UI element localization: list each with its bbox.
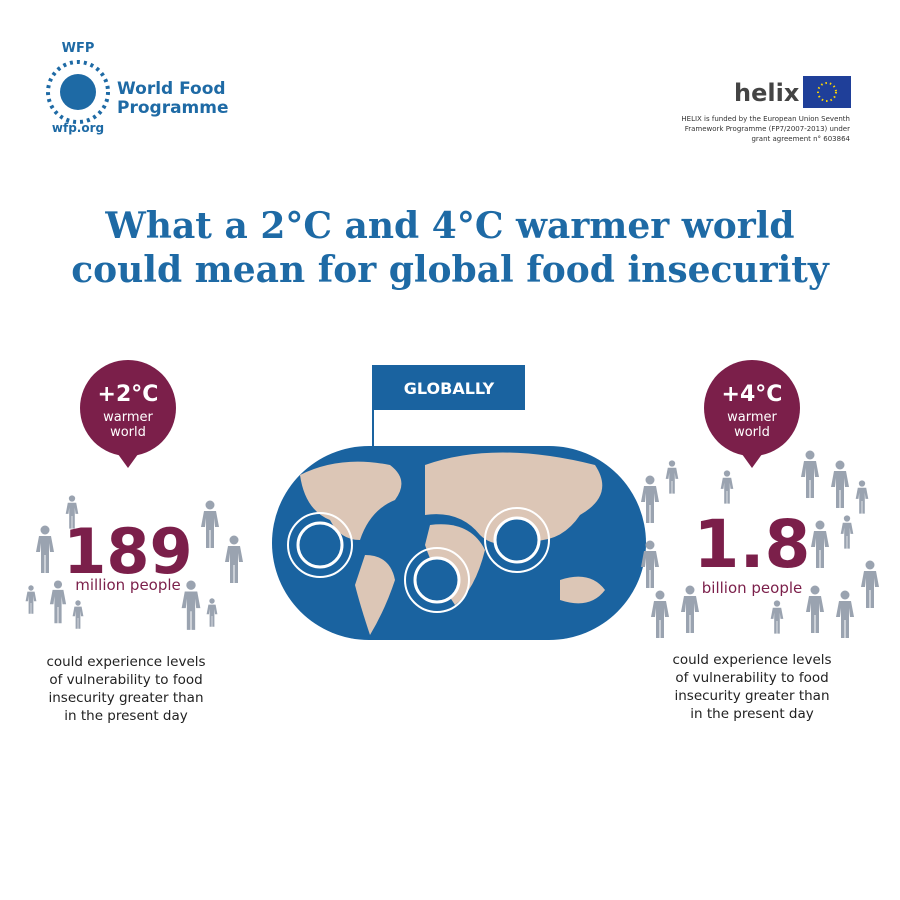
flood-icon (493, 516, 541, 564)
banner-text: GLOBALLY (404, 379, 495, 398)
bubble-tail (115, 450, 141, 468)
bubble-text: world (734, 425, 770, 440)
wfp-name: World Food (117, 79, 226, 99)
description: could experience levels (672, 652, 831, 668)
map-icons (287, 507, 550, 613)
africa (425, 524, 485, 605)
eu-stars (817, 82, 837, 102)
wfp-acronym: WFP (62, 41, 95, 56)
description: in the present day (64, 708, 187, 724)
bubble-tail (739, 450, 765, 468)
unit: million people (75, 576, 181, 594)
storm-icon (296, 521, 344, 569)
description: could experience levels (46, 654, 205, 670)
description: insecurity greater than (48, 690, 203, 706)
right-block: +4°C warmer world 1.8 billion people cou… (672, 360, 832, 722)
flag (373, 365, 525, 410)
description: insecurity greater than (674, 688, 829, 704)
drought-icon (413, 556, 461, 604)
bubble-text: world (110, 425, 146, 440)
bubble-text: warmer (727, 410, 777, 425)
helix-funding: Framework Programme (FP7/2007-2013) unde… (685, 125, 850, 133)
eurasia (425, 452, 603, 544)
temperature: +2°C (98, 382, 159, 407)
continents (300, 452, 605, 635)
bubble-text: warmer (103, 410, 153, 425)
big-figure: 189 (63, 515, 192, 588)
temp-bubble (704, 360, 800, 456)
wfp-emblem (60, 74, 96, 110)
helix-funding: HELIX is funded by the European Union Se… (681, 115, 850, 123)
description: of vulnerability to food (675, 670, 828, 686)
temperature: +4°C (722, 382, 783, 407)
wfp-url: wfp.org (52, 121, 104, 135)
helix-wordmark: helix (734, 79, 800, 107)
wfp-name: Programme (117, 98, 229, 118)
title: could mean for global food insecurity (71, 249, 830, 291)
north-america (300, 461, 402, 540)
description: of vulnerability to food (49, 672, 202, 688)
helix-funding: grant agreement n° 603864 (751, 135, 850, 143)
icon-ring (484, 507, 550, 573)
temp-bubble (80, 360, 176, 456)
left-block: +2°C warmer world 189 million people cou… (46, 360, 206, 724)
helix-logo: helix HELIX is funded by the European Un… (681, 76, 851, 143)
big-figure: 1.8 (694, 506, 811, 583)
wfp-logo: WFP wfp.org World Food Programme (46, 41, 229, 135)
eu-flag (803, 76, 851, 108)
wfp-wreath (46, 60, 110, 124)
description: in the present day (690, 706, 813, 722)
unit: billion people (702, 579, 803, 597)
icon-ring (404, 547, 470, 613)
south-america (355, 555, 395, 635)
title: What a 2°C and 4°C warmer world (104, 205, 794, 247)
australia (560, 576, 605, 604)
icon-ring (287, 512, 353, 578)
